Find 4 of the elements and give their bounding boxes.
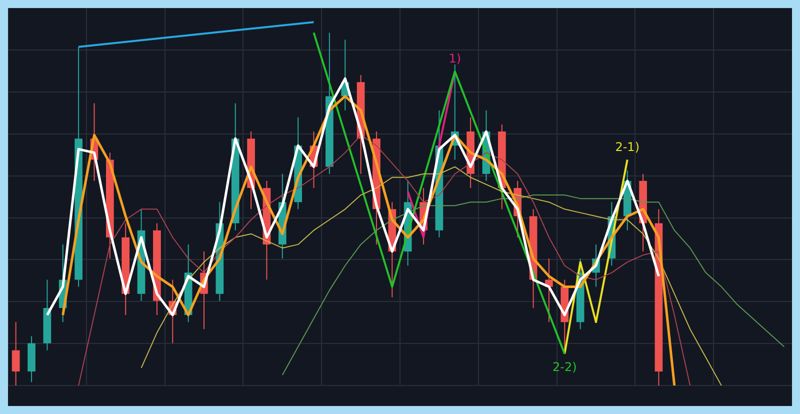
series-label: 2-2) — [552, 360, 577, 374]
series-label: 2-1) — [615, 140, 640, 154]
candlestick — [12, 322, 20, 386]
series-label: 1) — [448, 52, 462, 66]
